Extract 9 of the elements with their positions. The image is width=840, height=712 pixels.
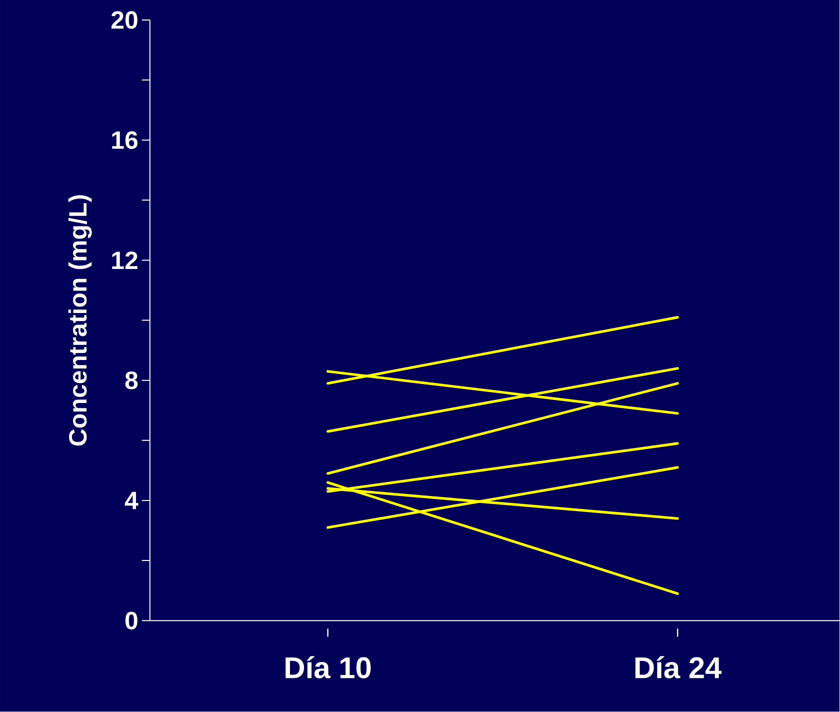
- y-tick-label: 20: [111, 11, 138, 30]
- y-tick-label: 4: [124, 492, 138, 510]
- x-tick-label: Día 10: [286, 656, 371, 679]
- y-axis-title: Concentration (mg/L): [68, 195, 92, 446]
- y-tick-label: 8: [125, 372, 138, 390]
- y-tick-label: 0: [125, 612, 138, 630]
- y-tick-label: 12: [112, 252, 138, 270]
- y-tick-label: 16: [112, 131, 138, 150]
- x-tick-label: Día 24: [635, 656, 722, 679]
